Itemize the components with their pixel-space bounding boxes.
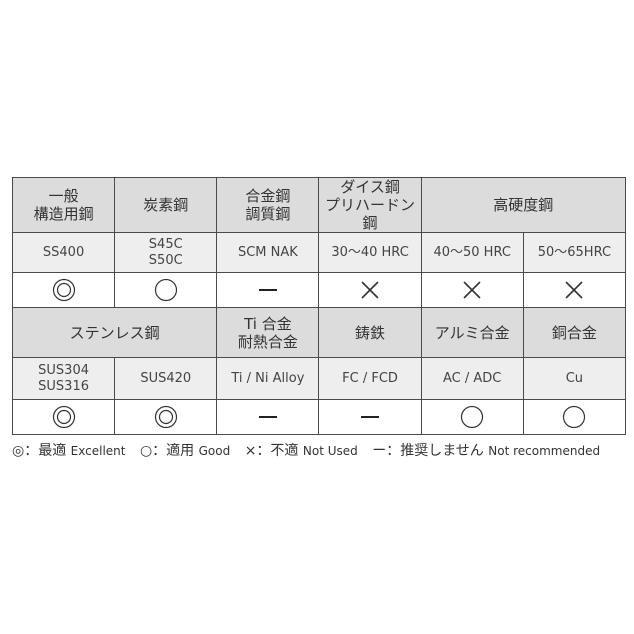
category-header: ステンレス鋼 — [11, 307, 218, 358]
material-cell: SUS420 — [114, 357, 218, 400]
cell-text: ダイス鋼 プリハードン鋼 — [325, 178, 416, 232]
machinability-table: 一般 構造用鋼 炭素鋼 合金鋼 調質鋼 ダイス鋼 プリハードン鋼 高硬度鋼 SS400 S4… — [11, 177, 627, 435]
rating-cell — [11, 272, 116, 308]
legend-not-used: ×：不適 Not Used — [245, 443, 358, 459]
cell-text: SUS420 — [140, 370, 192, 386]
cell-text: アルミ合金 — [434, 323, 510, 342]
material-cell: Cu — [522, 357, 627, 400]
cell-text: Ti / Ni Alloy — [231, 370, 305, 386]
legend-label: ：適用 — [152, 443, 195, 459]
cell-text: 合金鋼 調質鋼 — [245, 187, 291, 223]
category-header: アルミ合金 — [420, 307, 524, 358]
circle-icon: ○ — [139, 443, 153, 459]
symbol-row — [11, 272, 627, 308]
cell-text: 高硬度鋼 — [493, 196, 554, 214]
material-cell: S45C S50C — [114, 232, 218, 273]
category-header: 鋳鉄 — [318, 307, 422, 358]
legend-label-en: Excellent — [70, 444, 126, 458]
dash-icon — [258, 289, 277, 291]
rating-cell — [216, 272, 320, 308]
cell-text: SUS304 SUS316 — [38, 362, 89, 394]
category-header: ダイス鋼 プリハードン鋼 — [318, 177, 422, 233]
cell-text: Cu — [565, 370, 584, 386]
cross-icon — [565, 281, 583, 299]
cross-icon — [463, 281, 481, 299]
cell-text: SCM NAK — [237, 244, 298, 260]
dash-icon: ー — [372, 443, 387, 459]
rating-cell — [11, 399, 116, 435]
cell-text: AC / ADC — [443, 370, 502, 386]
header-row: 一般 構造用鋼 炭素鋼 合金鋼 調質鋼 ダイス鋼 プリハードン鋼 高硬度鋼 — [11, 177, 627, 233]
symbol-row — [11, 399, 627, 435]
legend-label-en: Good — [198, 444, 231, 458]
cell-text: ステンレス鋼 — [69, 323, 160, 342]
material-cell: 40～50 HRC — [420, 232, 524, 273]
material-row: SS400 S45C S50C SCM NAK 30～40 HRC 40～50 HRC 5… — [11, 232, 627, 273]
legend-label: ：不適 — [256, 443, 299, 459]
category-header: 銅合金 — [522, 307, 627, 358]
dash-icon — [258, 416, 277, 418]
cell-text: 一般 構造用鋼 — [33, 187, 94, 223]
material-cell: SS400 — [11, 232, 116, 273]
rating-cell — [114, 399, 218, 435]
legend: ◎：最適 Excellent ○：適用 Good ×：不適 Not Used ー… — [12, 440, 610, 460]
cell-text: 30～40 HRC — [331, 244, 409, 260]
double-circle-icon: ◎ — [12, 443, 25, 459]
rating-cell — [114, 272, 218, 308]
legend-label-en: Not recommended — [488, 444, 601, 458]
circle-icon — [154, 278, 177, 302]
material-cell: AC / ADC — [420, 357, 524, 400]
cell-text: 鋳鉄 — [355, 323, 386, 342]
legend-label: ：最適 — [24, 443, 67, 459]
cell-text: 炭素鋼 — [143, 196, 189, 214]
cross-icon: × — [244, 443, 257, 459]
cell-text: S45C S50C — [148, 236, 183, 268]
circle-icon — [563, 405, 586, 429]
double-circle-icon — [154, 405, 177, 429]
material-cell: 50～65HRC — [522, 232, 627, 273]
material-cell: 30～40 HRC — [318, 232, 422, 273]
dash-icon — [361, 416, 380, 418]
rating-cell — [318, 399, 422, 435]
double-circle-icon — [52, 278, 75, 302]
legend-good: ○：適用 Good — [140, 443, 230, 459]
cell-text: SS400 — [42, 244, 85, 260]
legend-label-en: Not Used — [302, 444, 358, 458]
cell-text: 50～65HRC — [537, 244, 612, 260]
material-row: SUS304 SUS316 SUS420 Ti / Ni Alloy FC / FCD… — [11, 357, 627, 400]
cross-icon — [361, 281, 379, 299]
rating-cell — [420, 399, 524, 435]
rating-cell — [522, 272, 627, 308]
cell-text: 40～50 HRC — [433, 244, 511, 260]
header-row: ステンレス鋼 Ti 合金 耐熱合金 鋳鉄 アルミ合金 銅合金 — [11, 307, 627, 358]
rating-cell — [318, 272, 422, 308]
cell-text: FC / FCD — [342, 370, 398, 386]
material-cell: SUS304 SUS316 — [11, 357, 116, 400]
rating-cell — [522, 399, 627, 435]
double-circle-icon — [52, 405, 75, 429]
category-header: Ti 合金 耐熱合金 — [216, 307, 320, 358]
material-cell: Ti / Ni Alloy — [216, 357, 320, 400]
category-header: 合金鋼 調質鋼 — [216, 177, 320, 233]
circle-icon — [461, 405, 484, 429]
rating-cell — [216, 399, 320, 435]
category-header: 一般 構造用鋼 — [11, 177, 116, 233]
category-header: 高硬度鋼 — [420, 177, 627, 233]
material-cell: SCM NAK — [216, 232, 320, 273]
legend-label: ：推奨しません — [386, 443, 484, 459]
rating-cell — [420, 272, 524, 308]
cell-text: Ti 合金 耐熱合金 — [237, 314, 298, 351]
cell-text: 銅合金 — [551, 323, 597, 342]
category-header: 炭素鋼 — [114, 177, 218, 233]
legend-excellent: ◎：最適 Excellent — [12, 443, 126, 459]
material-cell: FC / FCD — [318, 357, 422, 400]
legend-not-recommended: ー：推奨しません Not recommended — [372, 443, 600, 459]
